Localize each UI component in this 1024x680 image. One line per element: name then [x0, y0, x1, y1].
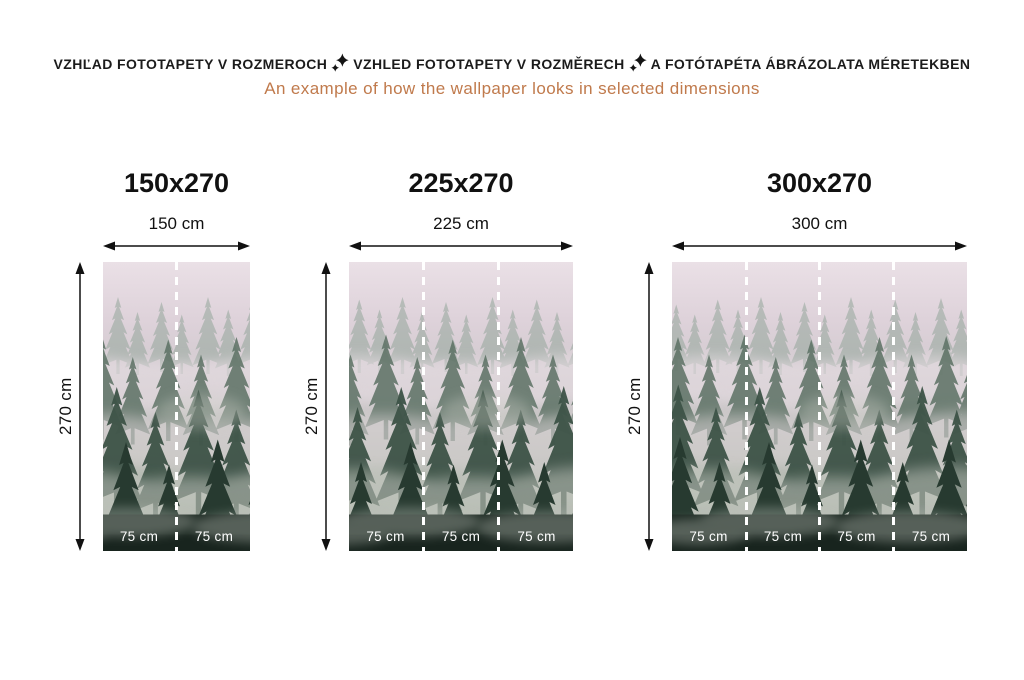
- height-arrow-icon: [74, 262, 86, 551]
- panel-label: 75 cm: [441, 529, 481, 544]
- panel-label: 75 cm: [119, 529, 159, 544]
- panel-label: 75 cm: [763, 529, 803, 544]
- panel-divider: [422, 262, 425, 551]
- wallpaper-image-150: 75 cm 75 cm: [103, 262, 250, 551]
- panel-divider: [892, 262, 895, 551]
- panel-divider: [818, 262, 821, 551]
- panel-divider: [175, 262, 178, 551]
- panel-label: 75 cm: [837, 529, 876, 544]
- title-segment-sk: VZHĽAD FOTOTAPETY V ROZMEROCH: [53, 56, 328, 72]
- page-title: VZHĽAD FOTOTAPETY V ROZMEROCH VZHLED FOTO…: [0, 52, 1024, 74]
- width-arrow-icon: [103, 240, 250, 252]
- panel-label: 75 cm: [366, 529, 405, 544]
- figure-300x270: 300x270 300 cm 270 cm 75 cm 75 cm 75 cm …: [624, 170, 967, 551]
- width-arrow-icon: [672, 240, 967, 252]
- title-segment-hu: A FOTÓTAPÉTA ÁBRÁZOLATA MÉRETEKBEN: [650, 56, 971, 72]
- width-arrow-icon: [349, 240, 573, 252]
- panel-label: 75 cm: [911, 529, 951, 544]
- height-arrow-icon: [320, 262, 332, 551]
- figure-title: 300x270: [766, 168, 873, 198]
- figure-150x270: 150x270 150 cm 270 cm 75 cm 75 cm: [55, 170, 250, 551]
- forest-photo: [349, 262, 573, 551]
- wallpaper-image-300: 75 cm 75 cm 75 cm 75 cm: [672, 262, 967, 551]
- panel-label: 75 cm: [689, 529, 728, 544]
- sparkle-icon: [629, 53, 647, 72]
- figure-title: 225x270: [408, 168, 514, 198]
- height-arrow-icon: [643, 262, 655, 551]
- width-label: 225 cm: [433, 214, 489, 233]
- panel-label: 75 cm: [517, 529, 556, 544]
- figure-225x270: 225x270 225 cm 270 cm 75 cm 75 cm 75 cm: [301, 170, 573, 551]
- panel-divider: [497, 262, 500, 551]
- figure-title: 150x270: [123, 168, 230, 198]
- panel-label: 75 cm: [194, 529, 234, 544]
- title-segment-cz: VZHLED FOTOTAPETY V ROZMĚRECH: [353, 56, 625, 72]
- panel-divider: [745, 262, 748, 551]
- width-label: 150 cm: [148, 214, 205, 233]
- sparkle-icon: [331, 53, 349, 72]
- wallpaper-image-225: 75 cm 75 cm 75 cm: [349, 262, 573, 551]
- width-label: 300 cm: [791, 214, 848, 233]
- page-subtitle: An example of how the wallpaper looks in…: [264, 79, 760, 98]
